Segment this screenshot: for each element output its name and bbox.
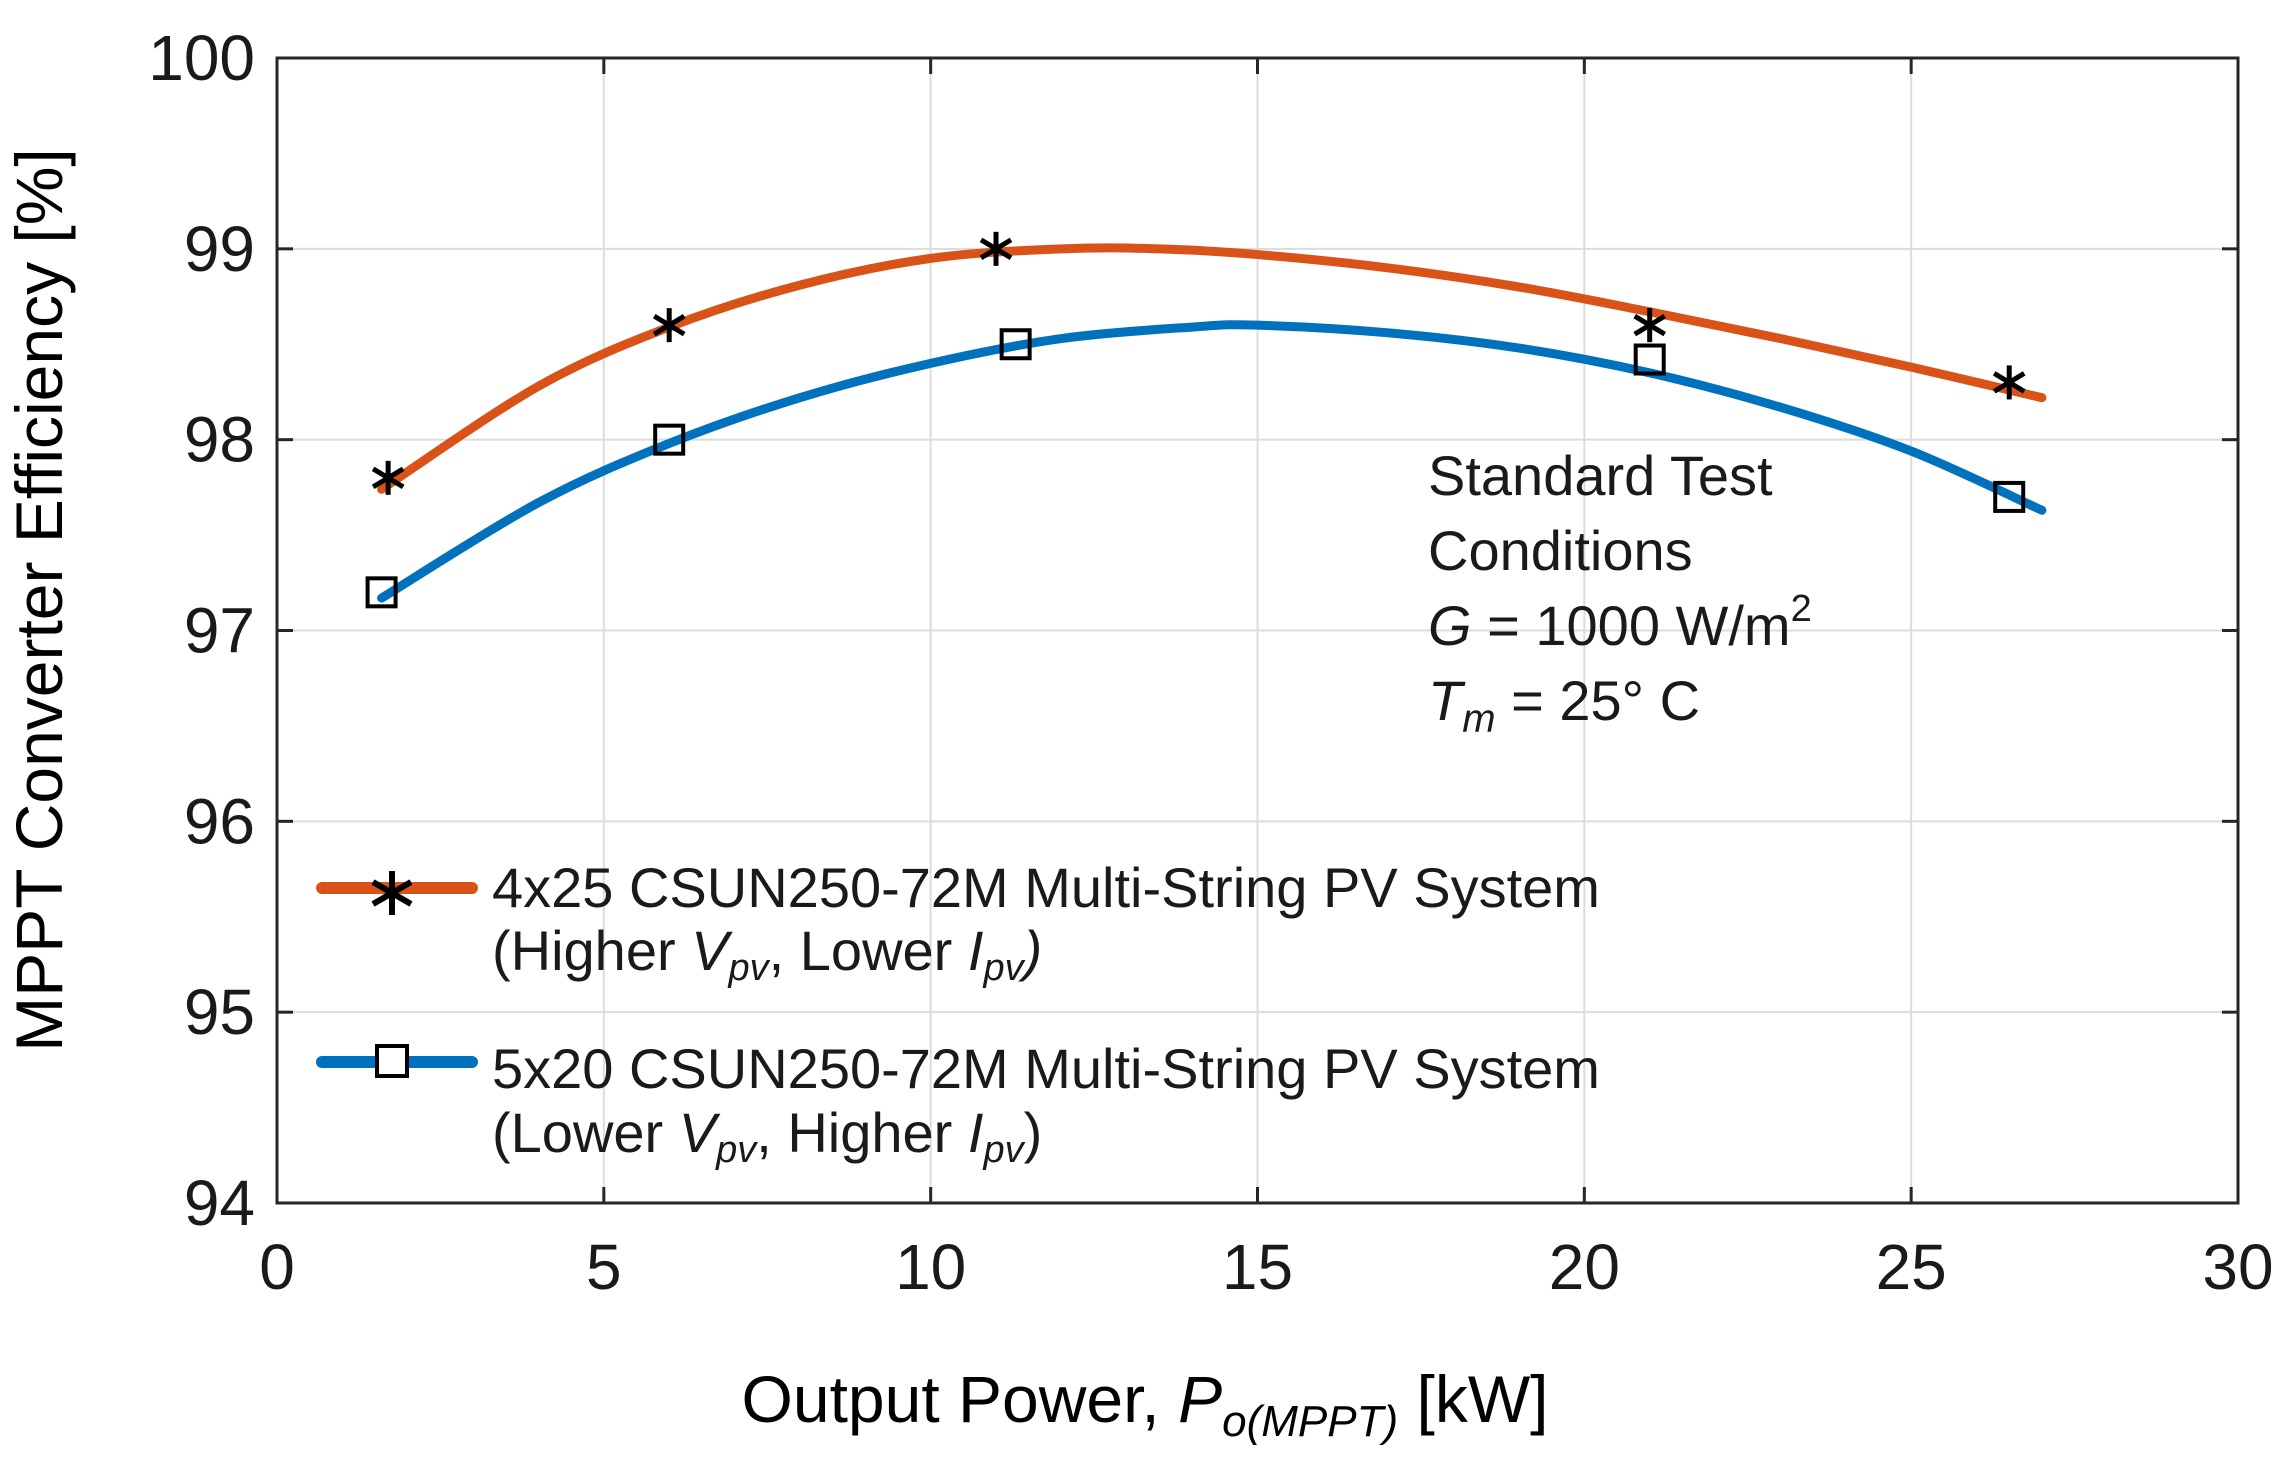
test-conditions-annotation: Standard Test Conditions G = 1000 W/m2 T…	[1428, 444, 1812, 741]
fit-curve-series-2	[377, 320, 2047, 603]
x-axis-label-var: P	[1178, 1362, 1222, 1436]
legend-entry-series-1: 4x25 CSUN250-72M Multi-String PV System …	[316, 856, 1600, 989]
annotation-t-var: T	[1428, 669, 1466, 732]
legend-marker-square-icon	[375, 1044, 409, 1078]
y-tick-label: 94	[184, 1167, 255, 1239]
annotation-g-var: G	[1428, 594, 1472, 657]
legend-s1-v: V	[691, 919, 733, 982]
legend-s2-pre: (Lower	[492, 1101, 679, 1164]
y-tick-label: 97	[184, 595, 255, 667]
asterisk-stroke	[1992, 371, 2026, 394]
data-point-series-1	[652, 308, 686, 343]
legend-sublabel-series-1: (Higher Vpv, Lower Ipv)	[492, 919, 1042, 989]
legend-label-series-2: 5x20 CSUN250-72M Multi-String PV System	[492, 1037, 1600, 1100]
series-layer	[365, 231, 2047, 609]
annotation-g-sup: 2	[1791, 588, 1812, 630]
annotation-line-3: G = 1000 W/m2	[1428, 588, 1812, 657]
asterisk-stroke	[1633, 314, 1666, 337]
annotation-line-1: Standard Test	[1428, 444, 1773, 507]
data-point-series-2	[1633, 343, 1666, 376]
legend: 4x25 CSUN250-72M Multi-String PV System …	[316, 856, 1600, 1171]
y-tick-label: 100	[148, 22, 255, 94]
grid-lines	[277, 58, 2238, 1203]
x-tick-label: 20	[1549, 1231, 1620, 1303]
legend-s2-isub: pv	[982, 1129, 1025, 1171]
legend-s2-vsub: pv	[715, 1129, 758, 1171]
legend-s2-post: )	[1024, 1101, 1043, 1164]
legend-entry-series-2: 5x20 CSUN250-72M Multi-String PV System …	[316, 1037, 1600, 1171]
annotation-g-value: = 1000 W/m	[1472, 594, 1791, 657]
legend-sublabel-series-2: (Lower Vpv, Higher Ipv)	[492, 1101, 1042, 1171]
legend-s1-mid: , Lower	[769, 919, 968, 982]
annotation-line-2: Conditions	[1428, 519, 1693, 582]
data-point-series-1	[371, 460, 405, 495]
axis-ticks: 0 5 10 15 20 25 30 94 95 96 97 98 99 100	[148, 22, 2273, 1303]
x-axis-label-sub: o(MPPT)	[1222, 1397, 1398, 1446]
data-point-series-2	[999, 328, 1032, 361]
legend-s1-vsub: pv	[728, 947, 771, 989]
legend-s1-isub: pv	[982, 947, 1025, 989]
x-tick-label: 5	[586, 1231, 622, 1303]
data-point-series-1	[1633, 308, 1666, 343]
legend-s1-pre: (Higher	[492, 919, 691, 982]
x-axis-label: Output Power, Po(MPPT) [kW]	[742, 1362, 1549, 1446]
asterisk-stroke	[371, 466, 405, 489]
y-tick-label: 98	[184, 404, 255, 476]
asterisk-stroke	[979, 237, 1013, 260]
y-tick-label: 96	[184, 785, 255, 857]
x-tick-label: 10	[895, 1231, 966, 1303]
x-tick-label: 0	[259, 1231, 295, 1303]
data-point-series-2	[653, 423, 686, 456]
x-axis-label-main: Output Power,	[742, 1362, 1179, 1436]
legend-s2-i: I	[968, 1101, 984, 1164]
legend-s1-i: I	[968, 919, 984, 982]
y-tick-label: 95	[184, 976, 255, 1048]
data-point-series-2	[365, 576, 398, 609]
annotation-t-sub: m	[1462, 697, 1495, 741]
data-point-series-1	[1992, 365, 2026, 400]
data-point-series-1	[979, 231, 1013, 266]
y-axis-label: MPPT Converter Efficiency [%]	[2, 148, 76, 1052]
x-axis-label-unit: [kW]	[1398, 1362, 1548, 1436]
legend-marker-asterisk-icon	[371, 871, 413, 915]
annotation-t-value: = 25° C	[1496, 669, 1701, 732]
asterisk-stroke	[652, 314, 686, 337]
x-tick-label: 30	[2202, 1231, 2273, 1303]
legend-s2-v: V	[679, 1101, 721, 1164]
annotation-line-4: Tm = 25° C	[1428, 669, 1700, 741]
legend-s2-mid: , Higher	[756, 1101, 968, 1164]
y-tick-label: 99	[184, 213, 255, 285]
data-point-series-2	[1993, 480, 2026, 513]
x-tick-label: 25	[1876, 1231, 1947, 1303]
legend-label-series-1: 4x25 CSUN250-72M Multi-String PV System	[492, 856, 1600, 919]
x-tick-label: 15	[1222, 1231, 1293, 1303]
